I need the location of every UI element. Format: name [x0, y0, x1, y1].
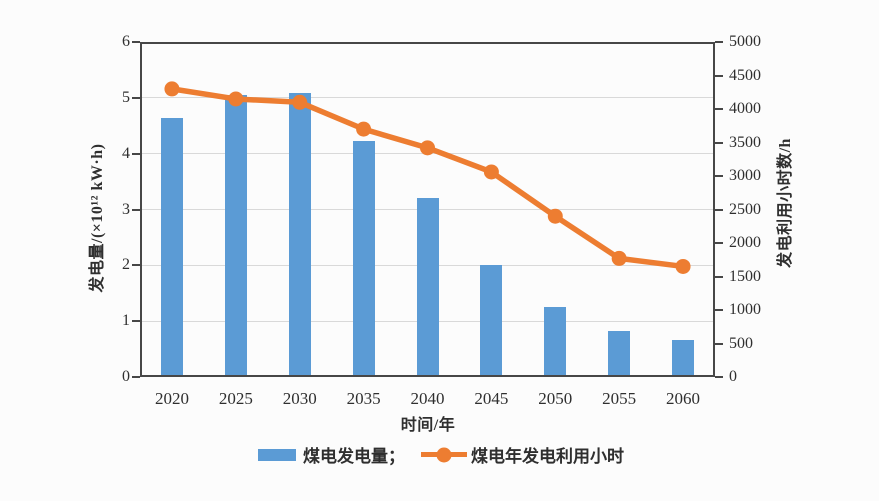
left-axis-tick — [132, 376, 140, 378]
gridline — [140, 97, 715, 99]
left-axis-tick — [132, 41, 140, 43]
right-axis-tick-label: 3000 — [729, 167, 761, 184]
legend-item-bar-series: 煤电发电量； — [258, 442, 405, 467]
left-axis-tick — [132, 208, 140, 211]
legend-item-line-series: 煤电年发电利用小时 — [421, 442, 624, 467]
line-marker-2040 — [420, 140, 435, 156]
x-axis-tick-label: 2045 — [474, 389, 509, 408]
bar-2060 — [672, 340, 695, 377]
line-marker-2050 — [547, 208, 563, 224]
bar-series-swatch — [258, 448, 296, 461]
right-axis-tick-label: 1500 — [729, 267, 761, 285]
left-axis-tick — [132, 96, 140, 99]
right-axis-tick — [715, 275, 723, 278]
right-axis-tick-label: 2000 — [729, 234, 761, 251]
right-axis-tick — [715, 74, 723, 77]
line-marker-2030 — [292, 94, 308, 110]
left-axis-tick-label: 6 — [122, 33, 130, 50]
x-axis-tick-label: 2060 — [666, 389, 701, 408]
right-axis-tick-label: 3500 — [729, 133, 761, 151]
right-axis-tick — [715, 376, 723, 378]
right-axis-tick — [715, 242, 723, 244]
x-axis-tick-label: 2035 — [346, 389, 381, 408]
left-axis-tick-label: 4 — [122, 144, 130, 162]
bar-2045 — [480, 265, 503, 377]
plot-area — [140, 42, 715, 377]
line-marker-icon — [436, 447, 452, 462]
x-axis-tick-label: 2040 — [410, 389, 445, 408]
bar-2020 — [160, 118, 183, 377]
line-marker-2035 — [356, 121, 372, 137]
bar-2050 — [544, 307, 567, 377]
x-axis-title: 时间/年 — [400, 417, 456, 434]
legend-label-line-series: 煤电年发电利用小时 — [471, 447, 624, 466]
bar-2040 — [416, 198, 439, 377]
left-axis-tick-label: 1 — [122, 312, 130, 330]
right-axis-tick-label: 2500 — [729, 200, 761, 218]
right-axis-tick-label: 4500 — [729, 66, 761, 84]
right-axis-tick-label: 1000 — [729, 301, 761, 318]
left-axis-tick-label: 3 — [122, 200, 130, 218]
line-marker-2060 — [675, 258, 691, 274]
right-axis-tick — [715, 175, 723, 177]
right-axis-tick-label: 500 — [729, 334, 753, 352]
right-axis-tick-label: 4000 — [729, 100, 761, 117]
legend: 煤电发电量； 煤电年发电利用小时 — [258, 442, 624, 467]
line-marker-2020 — [164, 81, 180, 97]
right-axis-tick-label: 0 — [729, 368, 737, 385]
right-axis-tick — [715, 342, 723, 345]
x-axis-tick-label: 2050 — [538, 389, 573, 408]
line-marker-2025 — [228, 91, 244, 107]
left-axis-tick-label: 2 — [122, 256, 130, 274]
right-axis-tick — [715, 41, 723, 43]
bar-2030 — [288, 93, 311, 377]
line-marker-2045 — [483, 164, 499, 180]
right-axis-tick — [715, 309, 723, 311]
right-axis-tick — [715, 108, 723, 110]
line-series — [164, 81, 691, 274]
right-axis-tick-label: 5000 — [729, 33, 761, 50]
x-axis-tick-label: 2020 — [154, 389, 189, 408]
line-series-swatch — [421, 447, 467, 462]
right-axis-tick — [715, 141, 723, 144]
left-axis-tick-label: 0 — [122, 368, 130, 385]
x-axis-tick-label: 2030 — [282, 389, 317, 408]
x-axis-tick-label: 2025 — [218, 389, 253, 408]
left-axis-tick — [132, 320, 140, 323]
legend-label-bar-series: 煤电发电量； — [303, 447, 405, 466]
bar-2055 — [608, 331, 631, 377]
line-marker-2055 — [611, 250, 627, 266]
left-axis-tick — [132, 264, 140, 267]
left-axis-tick-label: 5 — [122, 88, 130, 106]
left-axis-tick — [132, 152, 140, 155]
bar-2025 — [224, 95, 247, 377]
right-axis-tick — [715, 208, 723, 211]
x-axis-tick-label: 2055 — [602, 389, 637, 408]
bar-2035 — [352, 141, 375, 377]
